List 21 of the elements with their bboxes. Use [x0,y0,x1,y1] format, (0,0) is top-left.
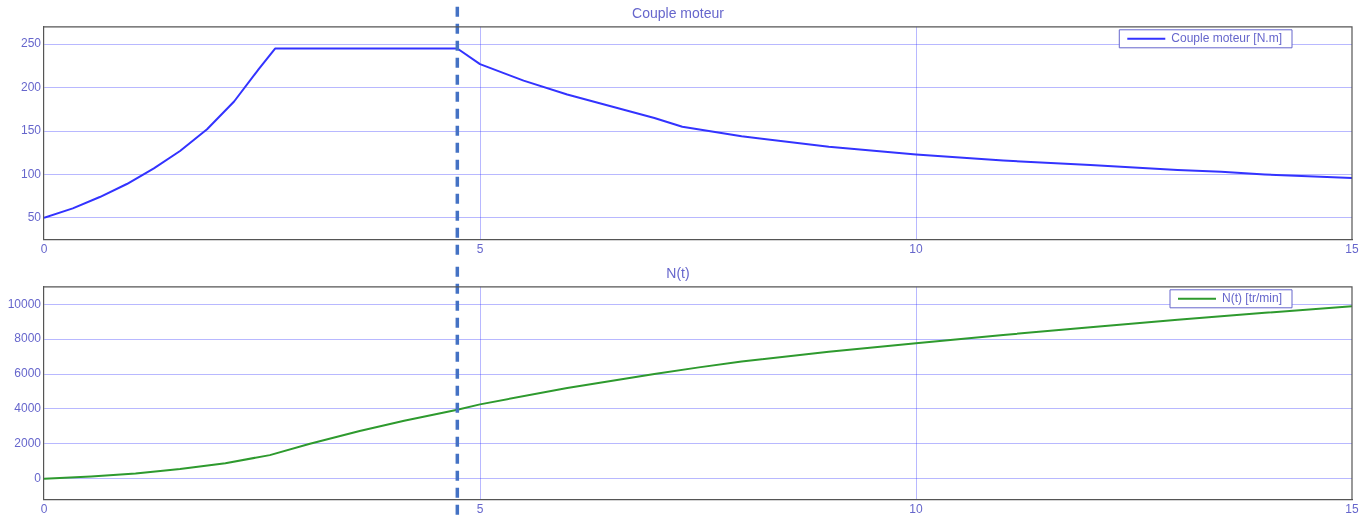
y-tick-label: 100 [20,166,42,181]
y-tick-label: 50 [27,210,42,225]
y-tick-label: 10000 [7,296,42,311]
legend-label: Couple moteur [N.m] [1171,31,1283,46]
x-tick-label: 10 [909,242,923,257]
y-tick-label: 2000 [14,436,42,451]
chart-title: N(t) [666,265,690,282]
y-tick-label: 200 [20,79,42,94]
x-tick-label: 5 [476,242,484,257]
y-tick-label: 0 [34,470,42,485]
x-tick-label: 5 [476,502,484,517]
x-tick-label: 10 [909,502,923,517]
x-tick-label: 15 [1345,242,1359,257]
x-tick-label: 15 [1345,502,1359,517]
legend-label: N(t) [tr/min] [1222,291,1283,306]
y-tick-label: 4000 [14,401,42,416]
chart-title: Couple moteur [632,5,725,22]
y-tick-label: 150 [20,123,42,138]
y-tick-label: 8000 [14,331,42,346]
y-tick-label: 250 [20,36,42,51]
y-tick-label: 6000 [14,366,42,381]
